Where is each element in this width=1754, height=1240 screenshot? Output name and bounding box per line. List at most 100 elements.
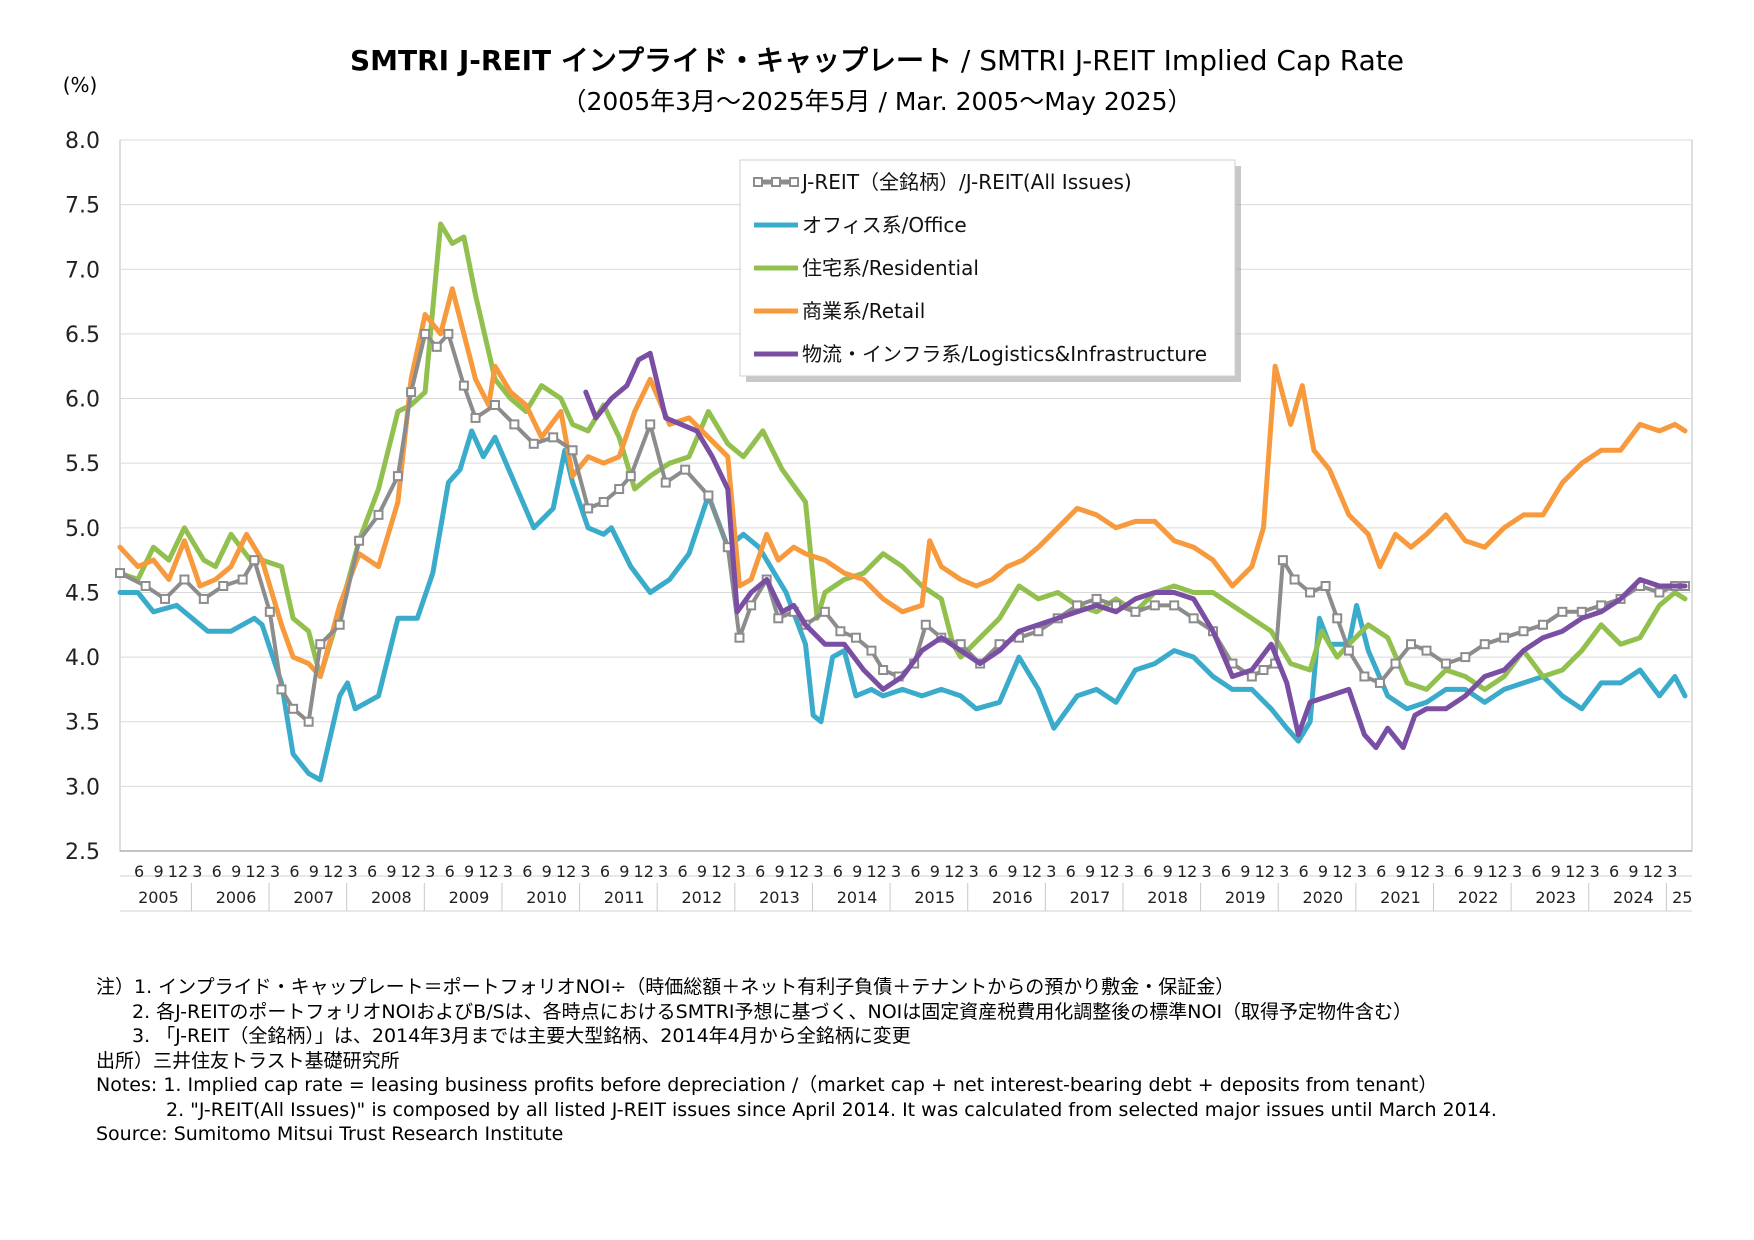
x-month-tick: 6	[1066, 862, 1076, 881]
x-year-label: 2011	[604, 888, 645, 907]
series-marker	[470, 412, 481, 423]
series-marker	[1518, 626, 1529, 637]
series-marker	[866, 645, 877, 656]
series-line	[117, 428, 1688, 783]
series-marker	[1359, 671, 1370, 682]
x-month-tick: 12	[1487, 862, 1507, 881]
x-month-tick: 9	[852, 862, 862, 881]
legend-label: 住宅系/Residential	[802, 256, 979, 280]
x-month-tick: 9	[309, 862, 319, 881]
series-marker	[489, 400, 500, 411]
x-month-tick: 3	[1201, 862, 1211, 881]
series-marker	[660, 477, 671, 488]
x-year-label: 2020	[1303, 888, 1344, 907]
series-marker	[1374, 677, 1385, 688]
series-marker	[920, 619, 931, 630]
series-marker	[420, 328, 431, 339]
legend-item: 物流・インフラ系/Logistics&Infrastructure	[754, 342, 1207, 366]
x-month-tick: 12	[168, 862, 188, 881]
series-marker	[509, 419, 520, 430]
series-marker	[1460, 652, 1471, 663]
y-tick-label: 4.5	[65, 581, 100, 606]
note-en-1: Notes: 1. Implied cap rate = leasing bus…	[96, 1074, 1438, 1096]
footnotes: 注）1. インプライド・キャップレート＝ポートフォリオNOI÷（時価総額＋ネット…	[96, 975, 1716, 1147]
series-marker	[115, 568, 125, 579]
x-month-tick: 3	[1046, 862, 1056, 881]
series-marker	[773, 613, 784, 624]
x-month-tick: 9	[1085, 862, 1095, 881]
series-marker	[1537, 619, 1548, 630]
x-year-label: 2021	[1380, 888, 1421, 907]
legend-label: 商業系/Retail	[802, 299, 925, 323]
x-month-tick: 6	[367, 862, 377, 881]
series-marker	[373, 509, 384, 520]
x-month-tick: 3	[1512, 862, 1522, 881]
legend-marker	[789, 177, 799, 187]
x-month-tick: 12	[866, 862, 886, 881]
series-marker	[264, 606, 275, 617]
series-marker	[1320, 580, 1331, 591]
x-year-label: 2024	[1613, 888, 1654, 907]
series-line	[117, 286, 1688, 679]
x-month-tick: 12	[1410, 862, 1430, 881]
series-marker	[1246, 671, 1257, 682]
x-month-tick: 3	[425, 862, 435, 881]
x-month-tick: 12	[1099, 862, 1119, 881]
x-month-tick: 9	[542, 862, 552, 881]
x-month-tick: 12	[556, 862, 576, 881]
x-year-label: 2005	[138, 888, 179, 907]
series-marker	[198, 593, 209, 604]
x-month-tick: 9	[1007, 862, 1017, 881]
x-month-tick: 12	[711, 862, 731, 881]
x-month-tick: 6	[522, 862, 532, 881]
title-jp: SMTRI J-REIT インプライド・キャップレート	[350, 44, 952, 77]
x-month-tick: 12	[245, 862, 265, 881]
title-sep: /	[952, 44, 979, 77]
series-line	[583, 350, 1688, 751]
y-tick-label: 5.0	[65, 517, 100, 542]
series-marker	[734, 632, 745, 643]
x-month-tick: 9	[1240, 862, 1250, 881]
series-marker	[614, 484, 625, 495]
series-marker	[625, 471, 636, 482]
x-month-tick: 9	[153, 862, 163, 881]
source-en: Source: Sumitomo Mitsui Trust Research I…	[96, 1123, 564, 1145]
series-marker	[458, 380, 469, 391]
series-marker	[1499, 632, 1510, 643]
x-month-tick: 9	[1396, 862, 1406, 881]
series-marker	[850, 632, 861, 643]
x-month-tick: 9	[231, 862, 241, 881]
series-marker	[1405, 639, 1416, 650]
x-month-tick: 9	[464, 862, 474, 881]
x-month-tick: 12	[401, 862, 421, 881]
x-year-label: 2014	[837, 888, 878, 907]
series-marker	[218, 580, 229, 591]
x-month-tick: 3	[580, 862, 590, 881]
series-marker	[354, 535, 365, 546]
x-month-tick: 12	[789, 862, 809, 881]
x-month-tick: 3	[736, 862, 746, 881]
y-tick-label: 7.0	[65, 258, 100, 283]
series-marker	[1289, 574, 1300, 585]
series-marker	[303, 716, 314, 727]
x-month-tick: 3	[969, 862, 979, 881]
x-year-label: 25	[1672, 888, 1692, 907]
legend-item: 商業系/Retail	[754, 299, 925, 323]
x-year-label: 2023	[1535, 888, 1576, 907]
series-marker	[583, 503, 594, 514]
y-axis-unit: (%)	[63, 73, 98, 97]
x-month-tick: 3	[658, 862, 668, 881]
chart-title: SMTRI J-REIT インプライド・キャップレート / SMTRI J-RE…	[350, 44, 1404, 77]
x-month-tick: 6	[833, 862, 843, 881]
series-marker	[1390, 658, 1401, 669]
series-marker	[431, 341, 442, 352]
x-year-label: 2019	[1225, 888, 1266, 907]
series-marker	[528, 438, 539, 449]
x-year-label: 2008	[371, 888, 412, 907]
source-jp: 出所）三井住友トラスト基礎研究所	[96, 1049, 400, 1072]
series-marker	[680, 464, 691, 475]
series-lines	[115, 221, 1691, 783]
series-marker	[1130, 606, 1141, 617]
legend-marker	[753, 177, 763, 187]
x-year-label: 2010	[526, 888, 567, 907]
